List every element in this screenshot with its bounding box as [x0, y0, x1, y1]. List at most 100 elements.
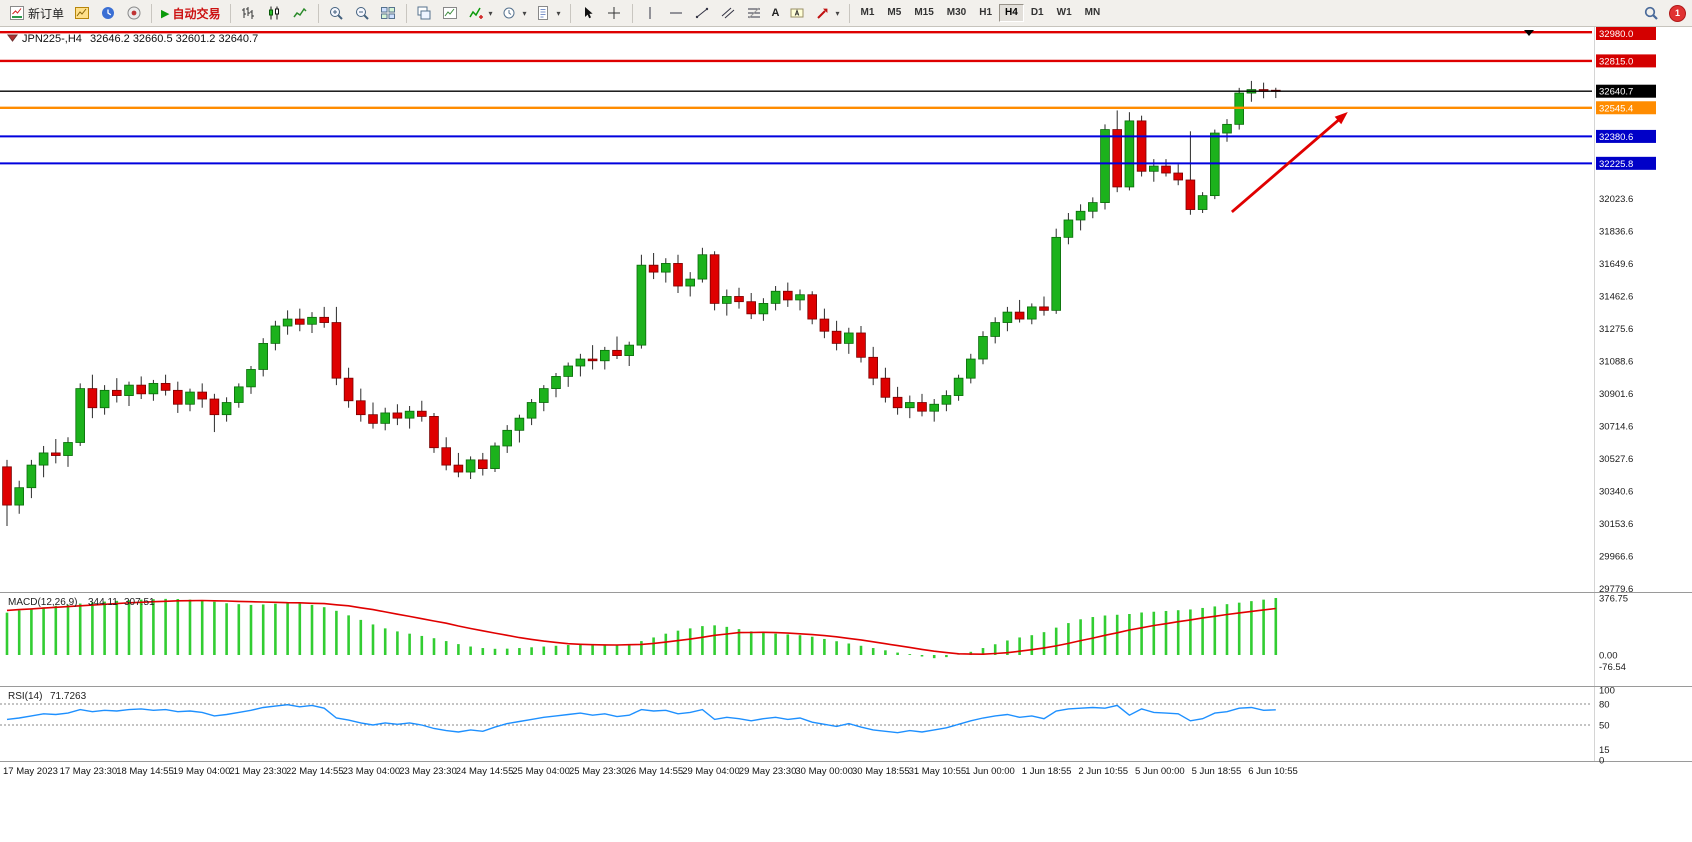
time-label: 23 May 04:00: [343, 766, 401, 777]
market-watch-button[interactable]: [95, 2, 120, 24]
new-chart-icon: [442, 5, 459, 21]
text-icon: A: [771, 7, 780, 19]
timeframe-button-m30[interactable]: M30: [941, 4, 972, 22]
candlestick-mode-button[interactable]: [262, 2, 287, 24]
time-label: 26 May 14:55: [626, 766, 684, 777]
macd-value: 344.11: [88, 597, 118, 608]
candle: [831, 330, 842, 344]
arrows-tool-button[interactable]: ▾: [811, 2, 844, 24]
vertical-line-tool-button[interactable]: [638, 2, 663, 24]
tile-windows-button[interactable]: [376, 2, 401, 24]
chevron-down-icon: ▾: [522, 8, 527, 18]
one-click-trading-toggle[interactable]: [7, 34, 18, 42]
price-badge: [1596, 101, 1656, 115]
timeframe-button-h1[interactable]: H1: [973, 4, 998, 22]
time-label: 1 Jun 00:00: [965, 766, 1015, 777]
time-label: 1 Jun 18:55: [1022, 766, 1072, 777]
text-tool-button[interactable]: A: [768, 4, 784, 22]
timeframe-button-h4[interactable]: H4: [999, 4, 1024, 22]
crosshair-tool-button[interactable]: [602, 2, 627, 24]
timeframe-button-m1[interactable]: M1: [855, 4, 881, 22]
candle: [477, 459, 488, 469]
candle: [575, 358, 586, 367]
toolbar-separator: [229, 3, 231, 23]
timeframe-button-mn[interactable]: MN: [1079, 4, 1107, 22]
zoom-out-button[interactable]: [350, 2, 375, 24]
candle: [941, 395, 952, 405]
navigator-button[interactable]: [121, 2, 146, 24]
candle: [343, 377, 354, 402]
toolbar-separator: [569, 3, 571, 23]
periods-clock-icon: [502, 5, 519, 21]
price-badge-label: 32380.6: [1599, 132, 1633, 143]
candle: [490, 445, 500, 469]
macd-signal-line: [6, 599, 1276, 656]
candle: [1185, 179, 1196, 210]
time-label: 18 May 14:55: [116, 766, 174, 777]
time-label: 22 May 14:55: [286, 766, 344, 777]
horizontal-line-tool-button[interactable]: [664, 2, 689, 24]
text-label-icon: [789, 5, 806, 21]
timeframe-button-m5[interactable]: M5: [881, 4, 907, 22]
price-tick-label: 31088.6: [1599, 357, 1633, 368]
candle: [795, 294, 805, 301]
text-label-tool-button[interactable]: [785, 2, 810, 24]
price-badge: [1596, 84, 1656, 98]
toolbar-separator: [317, 3, 319, 23]
timeframe-button-m15[interactable]: M15: [908, 4, 939, 22]
notification-badge[interactable]: 1: [1669, 4, 1686, 22]
candle: [404, 410, 415, 419]
trendline-tool-button[interactable]: [690, 2, 715, 24]
candle: [368, 414, 378, 424]
candle: [1014, 311, 1025, 320]
templates-button[interactable]: ▾: [532, 2, 565, 24]
charts-button[interactable]: [69, 2, 94, 24]
candle: [185, 391, 195, 405]
candle: [929, 403, 939, 412]
new-chart-button[interactable]: [438, 2, 463, 24]
line-chart-mode-button[interactable]: [288, 2, 313, 24]
price-tick-label: 31836.6: [1599, 226, 1633, 237]
indicators-button[interactable]: ▾: [464, 2, 497, 24]
line-chart-icon: [292, 5, 309, 21]
auto-trading-button[interactable]: ▶ 自动交易: [157, 2, 224, 25]
time-label: 17 May 2023: [3, 766, 58, 777]
rsi-scale-label: 0: [1599, 756, 1604, 767]
channel-tool-button[interactable]: [716, 2, 741, 24]
periods-button[interactable]: ▾: [498, 2, 531, 24]
new-order-button[interactable]: 新订单: [4, 2, 68, 25]
candle: [63, 442, 73, 456]
rsi-scale-label: 50: [1599, 721, 1610, 732]
candle: [124, 384, 134, 396]
candle: [880, 377, 891, 398]
timeframe-button-w1[interactable]: W1: [1051, 4, 1078, 22]
candle: [978, 336, 988, 360]
symbol-label: JPN225-,H4: [22, 33, 82, 45]
price-tick-label: 31275.6: [1599, 324, 1633, 335]
chart-shift-marker[interactable]: [1524, 30, 1534, 36]
trend-arrow-annotation[interactable]: [1230, 112, 1348, 214]
candle: [319, 316, 329, 323]
zoom-in-button[interactable]: [324, 2, 349, 24]
cursor-tool-button[interactable]: [576, 2, 601, 24]
auto-trading-play-icon: ▶: [161, 7, 170, 20]
candle: [258, 342, 268, 370]
bar-chart-mode-button[interactable]: [236, 2, 261, 24]
timeframe-button-d1[interactable]: D1: [1025, 4, 1050, 22]
candle: [917, 402, 927, 412]
cascade-windows-button[interactable]: [412, 2, 437, 24]
macd-scale-label: 0.00: [1599, 651, 1618, 662]
navigator-icon: [125, 5, 142, 21]
candle: [1051, 236, 1062, 311]
fibonacci-tool-button[interactable]: [742, 2, 767, 24]
candle: [75, 388, 86, 443]
time-label: 29 May 04:00: [682, 766, 740, 777]
toolbar-separator: [151, 3, 153, 23]
candle: [2, 466, 12, 506]
search-button[interactable]: [1638, 2, 1663, 24]
time-label: 29 May 23:30: [739, 766, 797, 777]
ohlc-values: 32646.2 32660.5 32601.2 32640.7: [90, 33, 258, 45]
time-label: 30 May 18:55: [852, 766, 910, 777]
search-icon: [1642, 5, 1659, 21]
